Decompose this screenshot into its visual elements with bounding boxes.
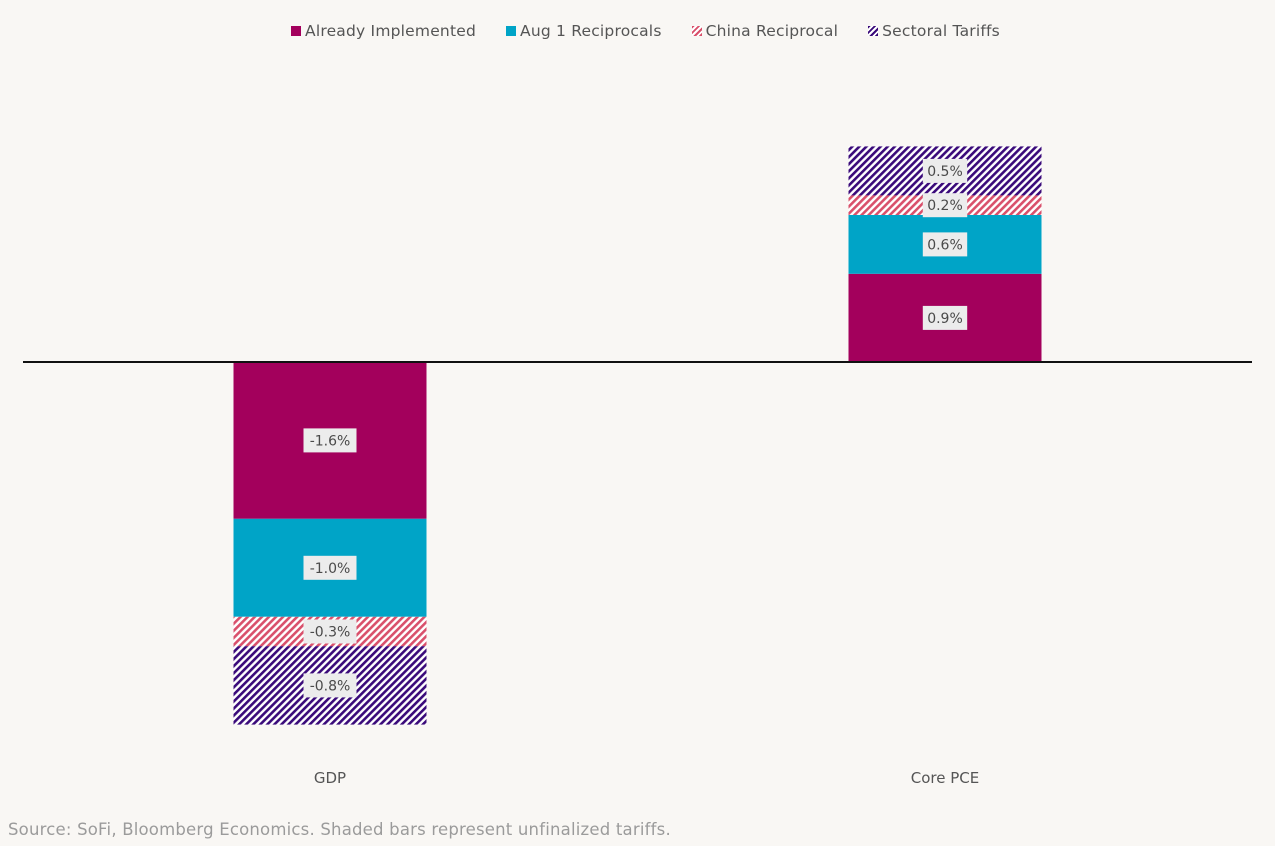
data-label-box <box>303 673 357 698</box>
legend-item-china-reciprocal: China Reciprocal <box>691 22 839 40</box>
data-label-box <box>922 158 968 183</box>
legend-swatch-china-reciprocal <box>691 26 702 36</box>
data-label-box <box>922 193 968 218</box>
source-note: Source: SoFi, Bloomberg Economics. Shade… <box>8 820 671 839</box>
data-label-gdp-sectoral-tariffs: -0.8% <box>310 678 351 694</box>
legend-item-sectoral-tariffs: Sectoral Tariffs <box>868 22 1000 40</box>
data-label-core-pce-already-implemented: 0.9% <box>927 311 963 327</box>
data-label-core-pce-china-reciprocal: 0.2% <box>927 198 963 214</box>
legend-label: China Reciprocal <box>705 22 839 40</box>
category-label-core-pce: Core PCE <box>911 769 979 787</box>
legend-swatch-already-implemented <box>291 26 302 36</box>
legend-label: Sectoral Tariffs <box>882 22 1000 40</box>
legend-item-aug-1-reciprocals: Aug 1 Reciprocals <box>506 22 662 40</box>
legend-item-already-implemented: Already Implemented <box>291 22 476 40</box>
data-label-core-pce-aug-1-reciprocals: 0.6% <box>927 237 963 253</box>
legend-label: Aug 1 Reciprocals <box>520 22 662 40</box>
data-label-box <box>303 619 357 644</box>
data-label-box <box>922 305 968 330</box>
data-label-core-pce-sectoral-tariffs: 0.5% <box>927 164 963 180</box>
data-label-box <box>922 232 968 257</box>
data-label-box <box>303 555 357 580</box>
category-label-gdp: GDP <box>314 769 346 787</box>
data-label-gdp-china-reciprocal: -0.3% <box>310 625 351 641</box>
legend-swatch-aug-1-reciprocals <box>506 26 517 36</box>
data-label-gdp-aug-1-reciprocals: -1.0% <box>310 561 351 577</box>
data-label-gdp-already-implemented: -1.6% <box>310 433 351 449</box>
legend-swatch-sectoral-tariffs <box>868 26 879 36</box>
chart-legend: Already Implemented Aug 1 Reciprocals Chin… <box>0 19 1275 43</box>
legend-label: Already Implemented <box>305 22 477 40</box>
data-label-box <box>303 428 357 453</box>
